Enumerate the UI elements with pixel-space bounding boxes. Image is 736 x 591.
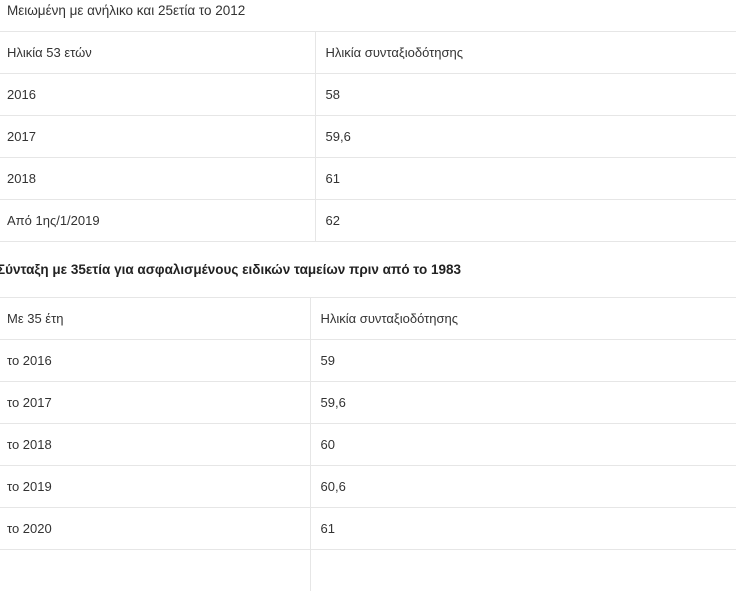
table-header-row: Με 35 έτη Ηλικία συνταξιοδότησης <box>0 298 736 340</box>
table-row: το 2017 59,6 <box>0 382 736 424</box>
retirement-table-35-years: Με 35 έτη Ηλικία συνταξιοδότησης το 2016… <box>0 297 736 591</box>
header-cell: Ηλικία 53 ετών <box>0 32 315 74</box>
table-row: 2017 59,6 <box>0 116 736 158</box>
age-cell: 59,6 <box>315 116 736 158</box>
age-cell: 62 <box>315 200 736 242</box>
table-row: 2018 61 <box>0 158 736 200</box>
age-cell: 61 <box>310 508 736 550</box>
table-row: 2016 58 <box>0 74 736 116</box>
table-header-row: Ηλικία 53 ετών Ηλικία συνταξιοδότησης <box>0 32 736 74</box>
table-row: Από 1ης/1/2019 62 <box>0 200 736 242</box>
year-cell: το 2016 <box>0 340 310 382</box>
header-cell: Ηλικία συνταξιοδότησης <box>315 32 736 74</box>
year-cell: το 2017 <box>0 382 310 424</box>
header-cell: Ηλικία συνταξιοδότησης <box>310 298 736 340</box>
table-row: το 2019 60,6 <box>0 466 736 508</box>
year-cell: 2016 <box>0 74 315 116</box>
empty-cell <box>0 550 310 591</box>
year-cell: Από 1ης/1/2019 <box>0 200 315 242</box>
table2-heading: Σύνταξη με 35ετία για ασφαλισμένους ειδι… <box>0 262 461 277</box>
table-row-partial <box>0 550 736 591</box>
year-cell: το 2020 <box>0 508 310 550</box>
header-cell: Με 35 έτη <box>0 298 310 340</box>
age-cell: 60,6 <box>310 466 736 508</box>
table-row: το 2018 60 <box>0 424 736 466</box>
age-cell: 59 <box>310 340 736 382</box>
age-cell: 60 <box>310 424 736 466</box>
age-cell: 58 <box>315 74 736 116</box>
table-row: το 2016 59 <box>0 340 736 382</box>
retirement-table-reduced: Ηλικία 53 ετών Ηλικία συνταξιοδότησης 20… <box>0 31 736 242</box>
table-row: το 2020 61 <box>0 508 736 550</box>
age-cell: 59,6 <box>310 382 736 424</box>
year-cell: το 2018 <box>0 424 310 466</box>
empty-cell <box>310 550 736 591</box>
table1-caption: Μειωμένη με ανήλικο και 25ετία το 2012 <box>7 3 245 18</box>
year-cell: 2017 <box>0 116 315 158</box>
year-cell: 2018 <box>0 158 315 200</box>
year-cell: το 2019 <box>0 466 310 508</box>
age-cell: 61 <box>315 158 736 200</box>
